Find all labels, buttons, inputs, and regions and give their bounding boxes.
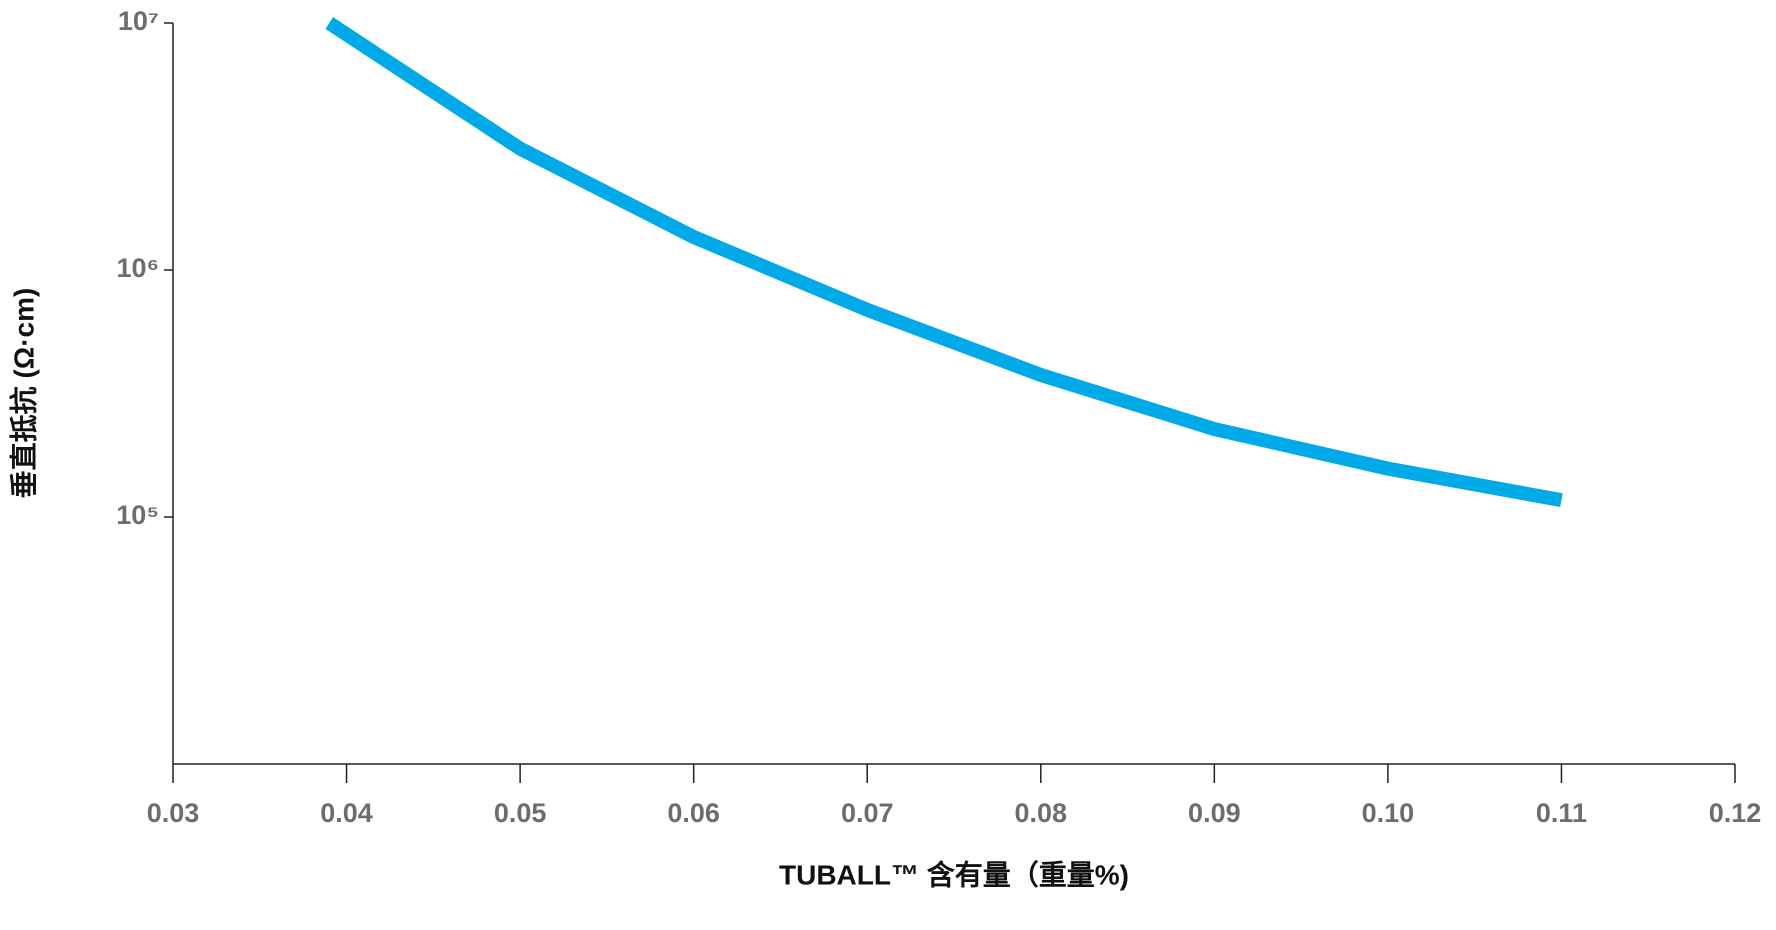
x-tick-label: 0.11 xyxy=(1536,798,1587,828)
y-tick-label: 10⁷ xyxy=(118,6,159,36)
x-tick-label: 0.09 xyxy=(1188,798,1241,828)
y-tick-label: 10⁵ xyxy=(116,500,159,530)
data-line xyxy=(325,17,1563,508)
x-axis-title: TUBALL™ 含有量（重量%) xyxy=(779,858,1129,890)
x-tick-label: 0.08 xyxy=(1014,798,1067,828)
x-tick-label: 0.07 xyxy=(841,798,894,828)
x-tick-label: 0.05 xyxy=(494,798,547,828)
x-tick-label: 0.10 xyxy=(1362,798,1415,828)
y-axis-title: 垂直抵抗 (Ω·cm) xyxy=(7,288,39,499)
y-tick-label: 10⁶ xyxy=(117,253,159,283)
x-tick-label: 0.03 xyxy=(147,798,200,828)
x-tick-label: 0.04 xyxy=(320,798,373,828)
x-tick-label: 0.12 xyxy=(1709,798,1762,828)
x-tick-label: 0.06 xyxy=(667,798,720,828)
